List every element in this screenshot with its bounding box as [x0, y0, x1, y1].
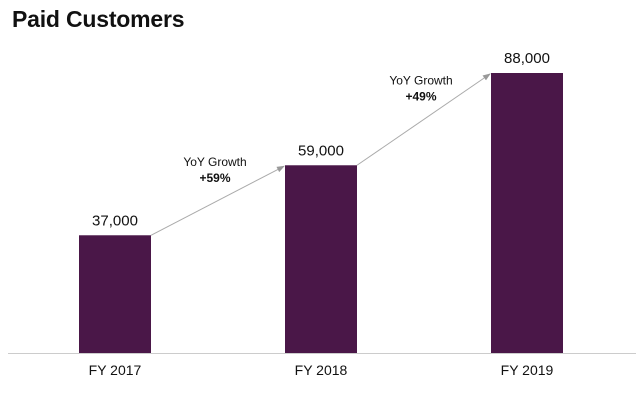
growth-arrow: [150, 165, 285, 236]
growth-value: +59%: [199, 171, 230, 185]
x-tick-label: FY 2018: [295, 362, 348, 378]
x-tick-label: FY 2017: [89, 362, 142, 378]
data-label: 37,000: [92, 212, 138, 229]
data-label: 88,000: [504, 50, 550, 67]
x-tick-label: FY 2019: [501, 362, 554, 378]
bar-fy-2018: [285, 165, 357, 353]
growth-label: YoY Growth: [389, 74, 452, 88]
data-label: 59,000: [298, 142, 344, 159]
growth-label: YoY Growth: [183, 155, 246, 169]
bar-fy-2017: [79, 235, 151, 353]
chart-title: Paid Customers: [12, 6, 185, 32]
bar-fy-2019: [491, 73, 563, 353]
growth-arrow: [356, 73, 491, 166]
growth-value: +49%: [405, 90, 436, 104]
